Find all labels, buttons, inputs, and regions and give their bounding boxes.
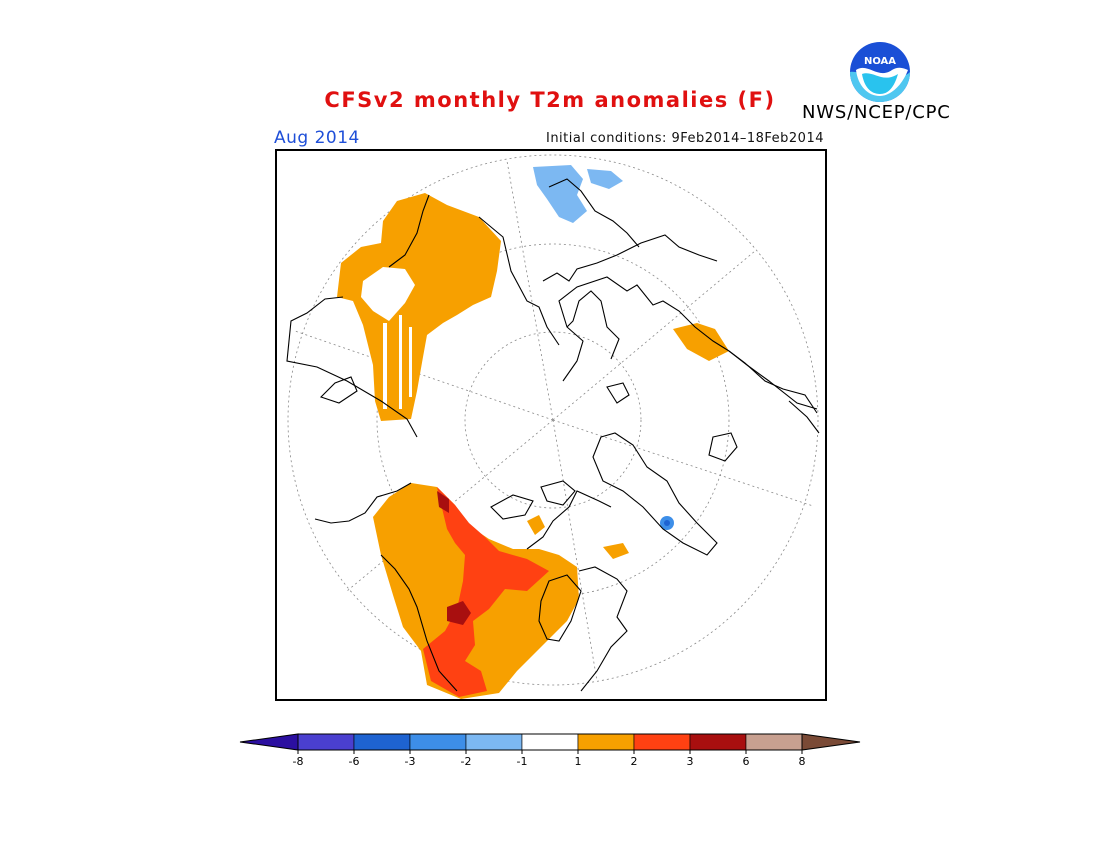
organization-label: NWS/NCEP/CPC — [802, 102, 951, 123]
very-strong-warm-anomaly — [447, 601, 471, 625]
valid-month-label: Aug 2014 — [274, 128, 360, 148]
legend-arrow-high — [801, 733, 861, 751]
coastlines — [286, 178, 820, 692]
map-canvas — [286, 154, 820, 699]
legend-ticks: -8 -6 -3 -2 -1 1 2 3 6 8 — [293, 750, 806, 768]
legend-swatch — [297, 733, 355, 751]
graticule — [287, 154, 819, 686]
legend-tick-label: -1 — [517, 755, 528, 768]
coastline-siberia — [286, 194, 560, 438]
cool-anomaly-north-africa — [533, 165, 587, 223]
legend-tick-label: -2 — [461, 755, 472, 768]
coastline-greenland — [592, 432, 718, 556]
coastline-europe — [558, 276, 818, 414]
legend-tick-label: -8 — [293, 755, 304, 768]
noaa-logo-text: NOAA — [864, 56, 896, 67]
cool-pocket-siberia — [361, 267, 415, 321]
anomaly-shading — [337, 165, 729, 699]
legend-swatches — [239, 733, 861, 751]
coastline-africa-north — [548, 178, 640, 248]
map-title: CFSv2 monthly T2m anomalies (F) — [324, 88, 776, 112]
legend-tick-label: 1 — [575, 755, 582, 768]
legend-tick-label: 6 — [743, 755, 750, 768]
coastline-north-america — [526, 490, 628, 692]
coastline-east-asia — [728, 350, 820, 434]
legend-tick-label: 2 — [631, 755, 638, 768]
legend-swatch — [521, 733, 579, 751]
noaa-logo: NOAA — [850, 42, 910, 102]
polar-map — [275, 149, 827, 701]
coastline-mediterranean — [542, 234, 718, 282]
coastline-japan — [319, 376, 358, 404]
legend-swatch — [745, 733, 803, 751]
legend-swatch — [577, 733, 635, 751]
legend-swatch — [633, 733, 691, 751]
warm-anomaly-siberia — [337, 193, 501, 421]
coastline-hudson-bay — [538, 574, 582, 642]
legend-swatch — [689, 733, 747, 751]
legend-tick-label: 8 — [799, 755, 806, 768]
warm-anomaly-east-asia — [673, 323, 729, 361]
legend-tick-label: 3 — [687, 755, 694, 768]
initial-conditions-label: Initial conditions: 9Feb2014–18Feb2014 — [545, 131, 824, 146]
legend-swatch — [409, 733, 467, 751]
coastline-scandinavia — [566, 290, 620, 360]
legend-tick-label: -6 — [349, 755, 360, 768]
coastline-alaska — [314, 482, 458, 692]
legend-tick-label: -3 — [405, 755, 416, 768]
legend-swatch — [465, 733, 523, 751]
coastline-iceland — [708, 432, 738, 462]
coastline-arctic-islands — [490, 382, 630, 520]
strong-warm-anomaly-north-america — [423, 487, 549, 697]
color-legend: -8 -6 -3 -2 -1 1 2 3 6 8 — [239, 733, 861, 768]
very-strong-warm-anomaly-north — [437, 491, 449, 513]
legend-arrow-low — [239, 733, 299, 751]
legend-swatch — [353, 733, 411, 751]
